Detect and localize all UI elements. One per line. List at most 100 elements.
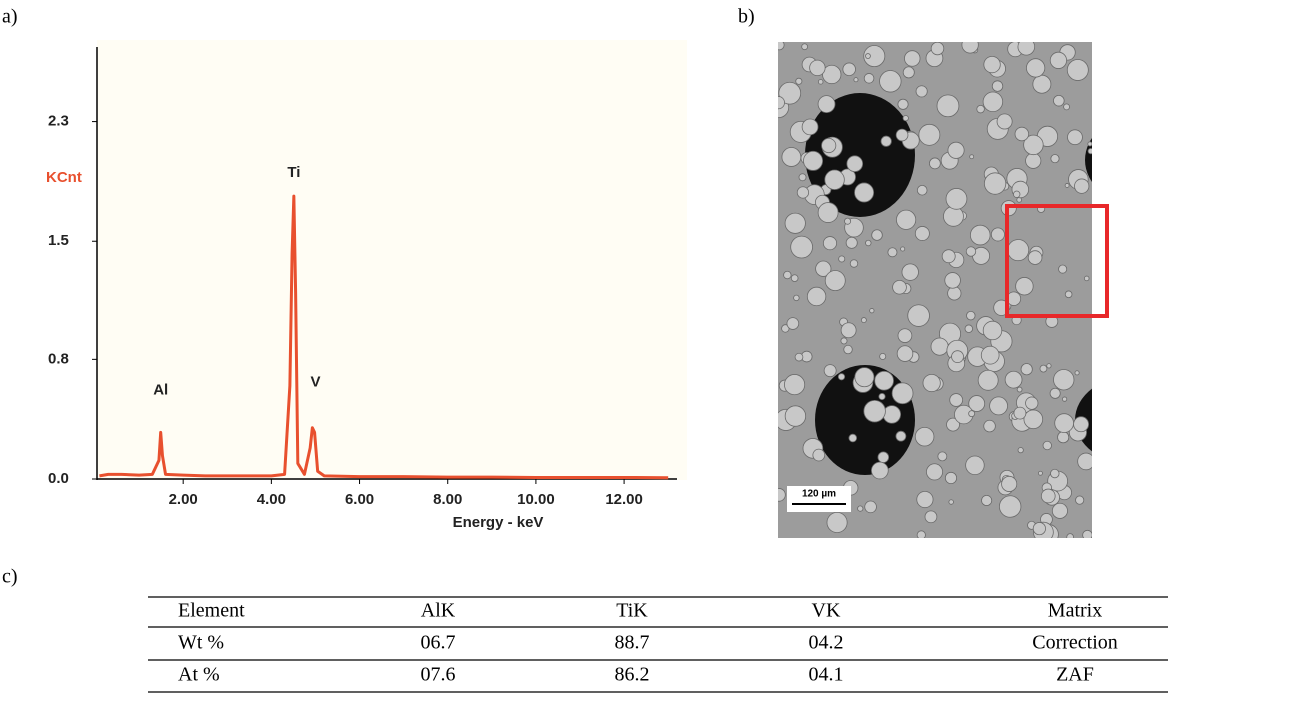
particle: [1051, 502, 1068, 519]
particle: [1050, 468, 1060, 479]
particle: [947, 141, 965, 159]
particle: [996, 113, 1013, 130]
particle: [929, 157, 941, 170]
particle: [817, 79, 824, 85]
scale-bar-label: 120 µm: [802, 489, 836, 500]
particle: [1077, 452, 1092, 471]
particle: [982, 91, 1004, 113]
particle: [1050, 154, 1060, 164]
particle: [916, 490, 934, 509]
particle: [821, 137, 837, 154]
particle: [865, 239, 872, 247]
sem-image: [778, 42, 1092, 538]
x-tick-label: 12.00: [605, 491, 643, 508]
particle: [863, 400, 886, 423]
particle: [879, 70, 902, 93]
particle: [944, 471, 958, 485]
particle: [865, 53, 871, 59]
peak-label: Al: [153, 381, 168, 398]
particle: [849, 259, 859, 268]
particle: [854, 182, 875, 203]
particle: [854, 367, 875, 388]
particle: [983, 419, 996, 433]
particle: [1049, 387, 1061, 399]
particle: [941, 249, 956, 264]
scale-bar-box: [787, 486, 851, 512]
y-tick-label: 0.0: [48, 470, 69, 487]
particle: [786, 317, 800, 330]
particle: [793, 294, 800, 302]
particle: [843, 344, 853, 355]
x-axis-label: Energy - keV: [453, 514, 544, 531]
particle: [826, 511, 848, 533]
particle: [968, 395, 986, 412]
particle: [1017, 42, 1036, 56]
particle: [896, 345, 914, 362]
particle: [1075, 495, 1085, 505]
particle: [989, 396, 1008, 416]
particle: [965, 246, 977, 257]
particle: [947, 286, 962, 301]
particle: [1057, 431, 1070, 444]
particle: [926, 463, 944, 481]
particle: [1066, 533, 1074, 538]
particle: [1087, 141, 1092, 147]
particle: [778, 488, 786, 502]
particle: [1054, 413, 1074, 433]
particle: [778, 81, 802, 105]
particle: [846, 155, 864, 173]
particle: [809, 59, 826, 77]
particle: [914, 426, 935, 447]
table-cell: At %: [178, 664, 220, 686]
particle: [945, 188, 968, 210]
table-cell: ZAF: [1056, 664, 1094, 686]
particle: [1015, 277, 1034, 296]
particle: [990, 227, 1005, 242]
particle: [1023, 134, 1044, 156]
particle: [840, 322, 857, 339]
particle: [822, 236, 838, 251]
particle: [815, 260, 832, 277]
particle: [784, 374, 806, 396]
particle: [1032, 522, 1046, 536]
particle: [869, 308, 875, 314]
particle: [982, 320, 1003, 341]
x-tick-label: 6.00: [345, 491, 374, 508]
particle: [1040, 488, 1056, 504]
particle: [977, 369, 999, 391]
particle: [916, 184, 928, 196]
particle: [824, 169, 845, 190]
particle: [796, 186, 810, 199]
particle: [783, 270, 792, 280]
particle: [806, 286, 827, 307]
particle: [1067, 129, 1083, 146]
particle: [882, 405, 902, 424]
particle: [798, 173, 807, 182]
particle: [803, 150, 824, 171]
particle: [918, 123, 941, 146]
particle: [790, 274, 799, 282]
particle: [924, 510, 938, 524]
particle: [877, 451, 890, 463]
particle: [837, 373, 846, 381]
particle: [857, 505, 864, 512]
particle: [907, 304, 930, 327]
particle: [840, 337, 848, 345]
particle: [896, 209, 917, 230]
particle: [1027, 250, 1043, 265]
particle: [976, 104, 985, 114]
table-cell: 07.6: [421, 664, 456, 686]
x-tick-label: 2.00: [169, 491, 198, 508]
plot-background: [97, 40, 687, 480]
particle: [901, 263, 919, 281]
panel-label: b): [738, 6, 755, 28]
particle: [864, 500, 877, 514]
table-cell: Matrix: [1048, 600, 1102, 622]
particle: [895, 430, 907, 442]
particle: [1082, 529, 1092, 538]
particle: [1074, 178, 1090, 194]
particle: [1026, 58, 1046, 78]
table-cell: Correction: [1032, 632, 1118, 654]
particle: [914, 226, 930, 241]
particle: [1004, 370, 1023, 389]
